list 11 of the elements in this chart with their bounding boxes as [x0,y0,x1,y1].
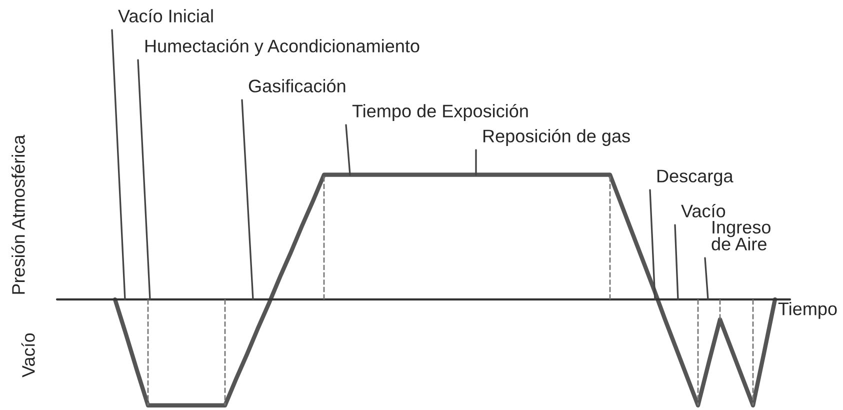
text: Tiempo de Exposición [352,104,528,121]
x-axis-title: Tiempo [778,302,837,319]
text: Gasificación [248,78,346,92]
y-axis-title: Presión Atmosférica [11,134,25,294]
annotation: Vacío [681,204,726,218]
text: Reposición de gas [483,128,630,146]
annotation: Ingreso de Aire [712,221,770,250]
text: Vacío [21,333,35,378]
annotation: Descarga [657,170,734,186]
text: Vacío Inicial [118,8,213,22]
text: Humectación y Acondicionamiento [145,38,420,56]
